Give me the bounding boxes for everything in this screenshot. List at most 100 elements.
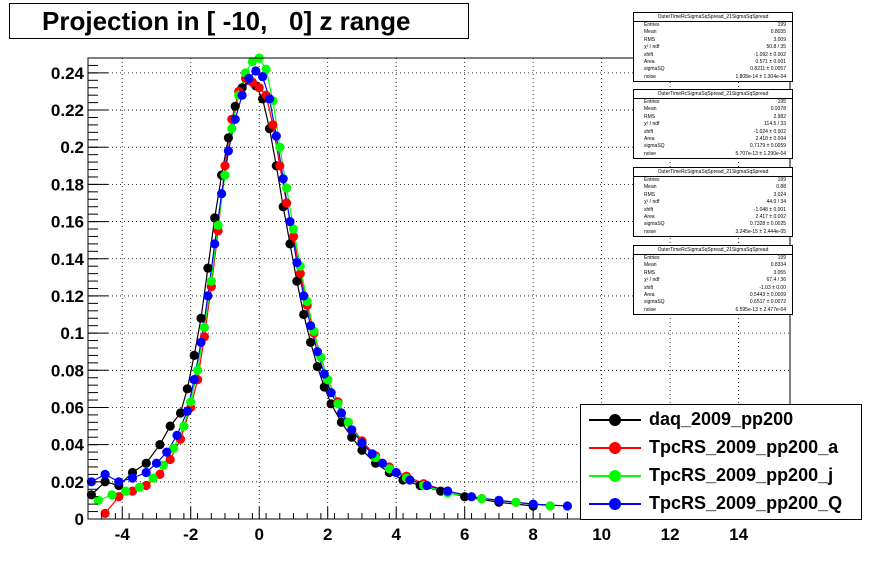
data-point [268, 120, 278, 130]
data-point [206, 276, 216, 286]
stats-key: noise [644, 228, 656, 235]
stats-key: Area [644, 214, 655, 221]
legend-marker [609, 442, 621, 454]
data-point [343, 417, 353, 427]
x-tick-label: 2 [323, 525, 332, 544]
data-point [179, 421, 189, 431]
stats-value: 0.5443 ± 0.0009 [749, 292, 786, 299]
data-point [285, 217, 295, 227]
stats-value: 6.595e-13 ± 2.477e-04 [735, 306, 786, 313]
stats-row: Area 0.571 ± 0.001 [634, 59, 792, 66]
stats-value: -1.048 ± 0.001 [753, 206, 786, 213]
tick-labels: -4 -2 0 2 4 6 8 10 12 14 0 0.02 0.04 0.06 0.08 0.1 0.12 0… [51, 64, 749, 544]
stats-row: χ² / ndf 44.0 / 34 [634, 199, 792, 206]
data-point [151, 458, 162, 468]
data-point [494, 495, 504, 505]
stats-row: Entries 199 [634, 255, 792, 262]
stats-row: sigmaSQ 0.8211 ± 0.0057 [634, 66, 792, 73]
data-point [319, 369, 329, 379]
data-point [203, 291, 213, 301]
data-point [165, 421, 175, 431]
stats-row: Entries 199 [634, 22, 792, 29]
legend-marker [609, 470, 621, 482]
data-point [511, 497, 521, 507]
stats-box: OuterTimeRcSigmaSqSpread_21SigmaSqSpread… [633, 245, 793, 316]
stats-key: shift [644, 51, 654, 58]
stats-key: RMS [644, 113, 656, 120]
legend-entry: TpcRS_2009_pp200_j [581, 463, 861, 489]
stats-value: 0.7328 ± 0.0025 [749, 221, 786, 228]
data-point [169, 443, 179, 453]
data-point [275, 161, 285, 171]
data-point [165, 454, 175, 465]
stats-key: RMS [644, 36, 656, 43]
stats-value: 0.8035 [770, 29, 786, 36]
data-point [100, 508, 110, 518]
stats-row: sigmaSQ 0.7179 ± 0.0059 [634, 143, 792, 150]
data-point [210, 239, 220, 249]
title-box: Projection in [ -10, 0] z range [9, 3, 469, 39]
data-point [258, 72, 268, 82]
data-point [196, 313, 206, 323]
stats-row: shift -1.048 ± 0.001 [634, 207, 792, 214]
stats-key: χ² / ndf [644, 277, 660, 284]
stats-value: 1.808e-14 ± 1.304e-04 [735, 73, 786, 80]
data-point [562, 501, 573, 511]
data-point [230, 114, 240, 124]
data-point [223, 146, 233, 156]
data-point [384, 464, 394, 474]
data-point [182, 406, 192, 416]
data-point [148, 473, 158, 483]
stats-row: Area 0.5443 ± 0.0009 [634, 292, 792, 299]
stats-value: 5.707e-13 ± 1.290e-04 [735, 150, 786, 157]
y-tick-label: 0.02 [51, 473, 84, 492]
data-point [121, 486, 131, 496]
data-point [405, 475, 415, 485]
data-point [100, 469, 110, 479]
data-point [357, 445, 367, 455]
stats-value: 0.7179 ± 0.0059 [749, 143, 786, 150]
data-point [333, 399, 343, 409]
legend-label: TpcRS_2009_pp200_Q [649, 493, 843, 513]
stats-row: RMS 3.024 [634, 192, 792, 199]
data-point [292, 276, 302, 286]
stats-row: shift -1.03 ± 0.00 [634, 285, 792, 292]
series-line [91, 70, 568, 507]
stats-row: χ² / ndf 67.4 / 36 [634, 277, 792, 284]
stats-key: χ² / ndf [644, 199, 660, 206]
stats-value: 3.055 [773, 269, 786, 276]
y-tick-label: 0.18 [51, 175, 84, 194]
data-point [213, 220, 223, 230]
data-point [299, 291, 309, 301]
data-points [86, 53, 573, 518]
stats-value: 2.417 ± 0.002 [755, 214, 786, 221]
data-point [186, 397, 196, 407]
stats-value: 2.982 [773, 113, 786, 120]
stats-value: 0.9378 [770, 106, 786, 113]
stats-value: 50.8 / 35 [766, 44, 786, 51]
legend-label: TpcRS_2009_pp200_j [649, 465, 834, 485]
data-point [244, 73, 254, 83]
stats-value: 3.245e-15 ± 2.444e-05 [735, 228, 786, 235]
x-tick-label: 12 [661, 525, 680, 544]
stats-key: noise [644, 306, 656, 313]
x-tick-label: 0 [254, 525, 263, 544]
stats-key: Area [644, 136, 655, 143]
y-tick-label: 0.14 [51, 250, 85, 269]
stats-row: noise 1.808e-14 ± 1.304e-04 [634, 74, 792, 81]
y-tick-label: 0.1 [60, 324, 84, 343]
stats-row: Area 2.418 ± 0.004 [634, 136, 792, 143]
data-point [285, 239, 295, 249]
data-point [114, 477, 124, 487]
data-point [196, 337, 206, 347]
y-tick-label: 0.22 [51, 101, 84, 120]
data-point [107, 490, 117, 500]
stats-key: χ² / ndf [644, 121, 660, 128]
stats-row: sigmaSQ 0.7328 ± 0.0025 [634, 221, 792, 228]
stats-box: OuterTimeRcSigmaSqSpread_21SigmaSqSpread… [633, 167, 793, 238]
data-point [295, 269, 305, 279]
stats-value: 114.5 / 33 [764, 121, 786, 128]
stats-row: Area 2.417 ± 0.002 [634, 214, 792, 221]
data-point [282, 183, 292, 193]
data-point [189, 350, 199, 360]
